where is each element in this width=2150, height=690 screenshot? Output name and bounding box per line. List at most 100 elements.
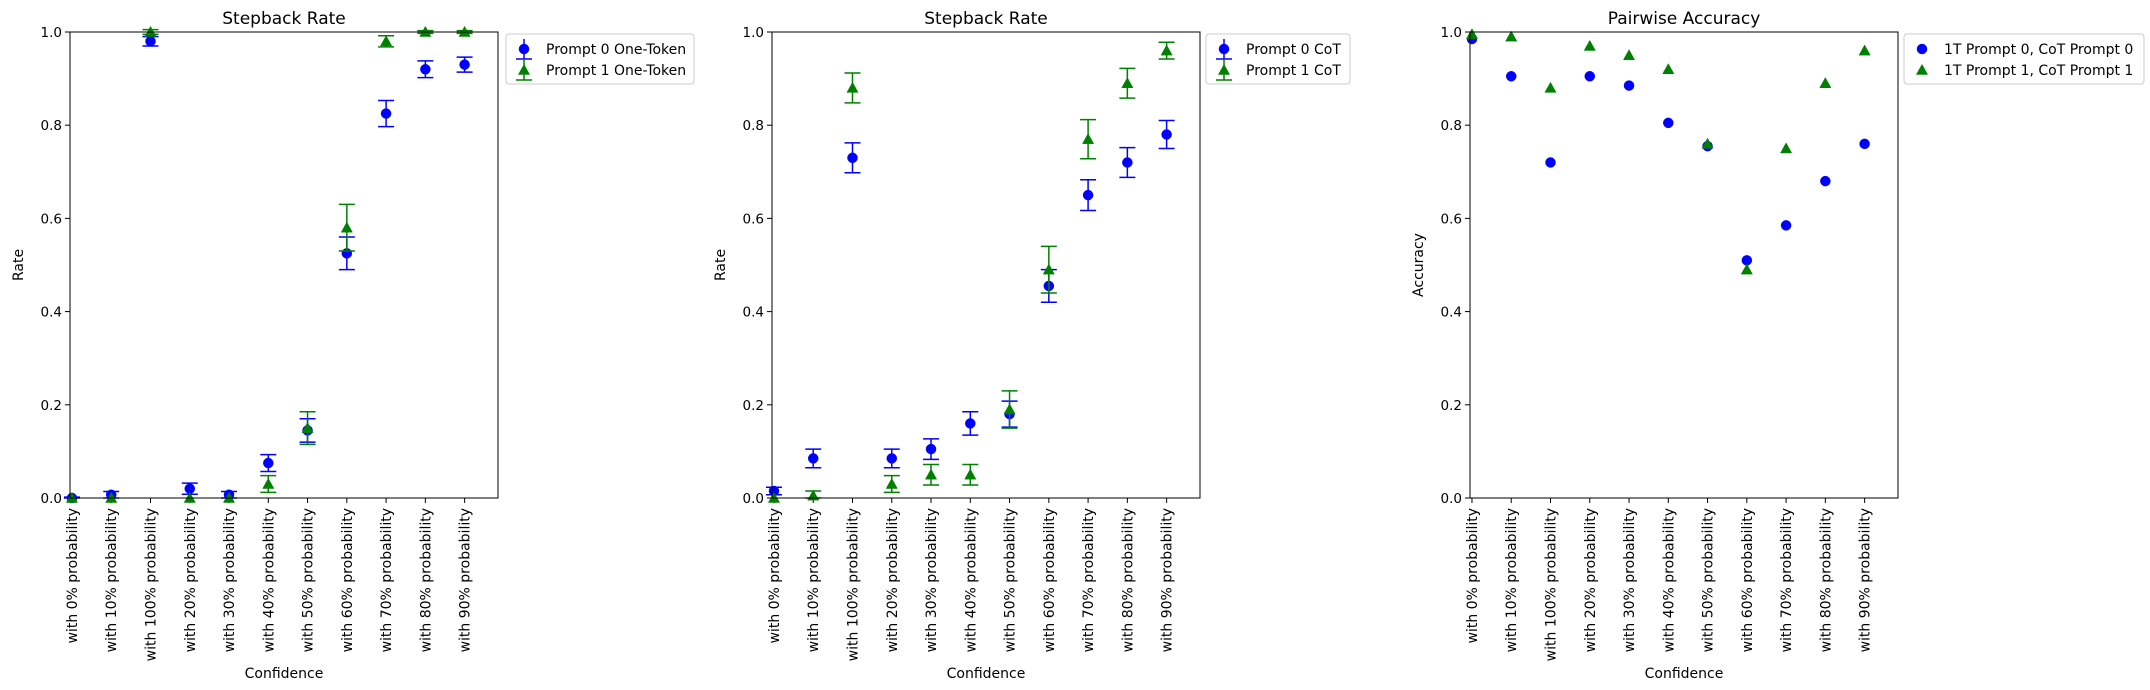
legend-label: Prompt 1 One-Token [546,63,686,79]
y-axis-label: Rate [713,249,729,281]
chart-panel-2: Stepback Rate 0.0 0.2 0.4 0.6 0.8 1.0 Rate with … [713,9,1351,682]
data-point [1701,137,1714,149]
data-point [1122,157,1133,168]
data-point [1042,263,1055,275]
data-point [1505,71,1517,82]
data-point [262,477,275,489]
legend-label: Prompt 0 CoT [1246,42,1341,58]
y-axis-label: Rate [11,249,27,281]
data-point [1623,49,1636,61]
legend-box [1903,33,2145,85]
y-tick-label: 0.8 [41,118,62,134]
data-point [925,443,937,455]
data-point [965,418,976,429]
data-point [1584,71,1596,82]
data-point [263,457,274,469]
data-point [767,491,780,503]
data-point [380,35,393,47]
data-point [1583,39,1596,51]
y-tick-label: 0.2 [41,398,62,414]
legend-marker [517,63,531,75]
data-point [1819,77,1832,88]
data-point [1663,117,1674,129]
x-tick-label: with 40% probability [261,508,277,652]
x-tick-label: with 70% probability [379,508,395,652]
x-tick-label: with 60% probability [1042,508,1058,652]
y-tick-label: 0.0 [41,491,62,507]
data-point [1858,44,1871,56]
x-tick-label: with 30% probability [1622,508,1638,652]
plot-frame [69,31,499,499]
x-tick-label: with 80% probability [418,508,434,652]
legend: Prompt 0 One-Token Prompt 1 One-Token [505,33,695,85]
x-tick-label: with 20% probability [183,508,199,652]
x-tick-label: with 90% probability [1160,508,1176,652]
y-tick-label: 0.2 [743,398,764,414]
x-tick-label: with 0% probability [767,508,783,644]
x-tick-label: with 30% probability [222,508,238,652]
x-axis-label: Confidence [1645,666,1724,682]
y-tick-label: 0.6 [743,211,764,227]
x-tick-label: with 80% probability [1120,508,1136,652]
legend-box [1205,33,1351,85]
data-point [1160,44,1173,56]
data-point [886,453,898,464]
x-tick-label: with 100% probability [143,508,159,661]
x-tick-label: with 70% probability [1779,508,1795,652]
x-tick-label: with 90% probability [1858,508,1874,652]
chart-panel-1: Stepback Rate 0.0 0.2 0.4 0.6 0.8 1.0 Rate with … [11,9,695,682]
data-point [1820,175,1831,187]
data-point [807,453,819,464]
legend-marker [518,43,530,55]
data-point [459,59,470,70]
plot-frame [771,31,1201,499]
x-tick-label: with 60% probability [340,508,356,652]
x-tick-label: with 40% probability [1661,508,1677,652]
data-point [885,477,898,489]
data-point [1121,77,1134,88]
data-point [1780,142,1793,154]
y-tick-label: 0.4 [41,305,62,321]
x-tick-label: with 50% probability [1701,508,1717,652]
data-point [301,421,314,433]
x-tick-label: with 10% probability [1504,508,1520,652]
data-point [1740,263,1753,275]
data-point [1003,403,1016,415]
x-tick-label: with 100% probability [1543,508,1559,661]
data-point [846,81,859,93]
series-1 [63,35,473,504]
series-2 [65,25,473,503]
data-point [1545,157,1556,168]
data-point [925,468,938,480]
legend-marker [1915,63,1929,75]
data-point [183,491,196,503]
x-tick-label: with 0% probability [1465,508,1481,644]
legend-label: 1T Prompt 0, CoT Prompt 0 [1944,42,2133,58]
y-tick-label: 0.4 [1441,305,1462,321]
data-point [1780,220,1792,231]
series-2 [1465,28,1871,275]
x-tick-label: with 50% probability [301,508,317,652]
data-point [1623,80,1635,91]
legend-label: 1T Prompt 1, CoT Prompt 1 [1944,63,2133,79]
x-tick-label: with 10% probability [806,508,822,652]
x-tick-label: with 20% probability [885,508,901,652]
data-point [419,25,432,37]
x-tick-label: with 100% probability [845,508,861,661]
legend-label: Prompt 0 One-Token [546,42,686,58]
y-tick-label: 0.8 [743,118,764,134]
data-point [847,152,858,164]
data-point [1465,28,1478,40]
y-tick-label: 0.6 [1441,211,1462,227]
data-point [223,491,236,503]
series-2 [767,41,1175,503]
legend-marker [1916,43,1928,55]
data-point [145,36,156,47]
data-point [1662,63,1675,75]
y-tick-label: 0.0 [743,491,764,507]
legend: 1T Prompt 0, CoT Prompt 0 1T Prompt 1, Co… [1903,33,2145,85]
x-tick-label: with 20% probability [1583,508,1599,652]
x-tick-label: with 10% probability [104,508,120,652]
x-tick-label: with 0% probability [65,508,81,644]
